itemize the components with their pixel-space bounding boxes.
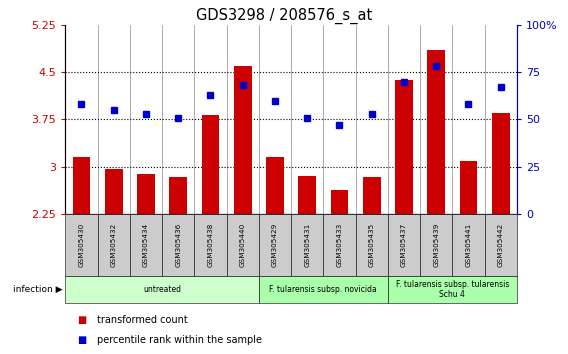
Text: percentile rank within the sample: percentile rank within the sample <box>97 335 261 345</box>
Text: ■: ■ <box>77 315 86 325</box>
Bar <box>298 176 316 214</box>
Text: GSM305437: GSM305437 <box>401 223 407 267</box>
Bar <box>266 157 284 214</box>
Text: GSM305433: GSM305433 <box>336 223 343 267</box>
Text: GSM305440: GSM305440 <box>240 223 246 267</box>
Bar <box>331 189 348 214</box>
Text: GSM305442: GSM305442 <box>498 223 504 267</box>
Text: F. tularensis subsp. tularensis
Schu 4: F. tularensis subsp. tularensis Schu 4 <box>396 280 509 299</box>
Text: GSM305432: GSM305432 <box>111 223 116 267</box>
Bar <box>73 157 90 214</box>
Bar <box>137 175 155 214</box>
Bar <box>395 80 413 214</box>
Text: GSM305438: GSM305438 <box>207 223 214 267</box>
Text: infection ▶: infection ▶ <box>13 285 62 294</box>
Text: GSM305434: GSM305434 <box>143 223 149 267</box>
Text: GSM305430: GSM305430 <box>78 223 85 267</box>
Bar <box>427 50 445 214</box>
Text: GSM305436: GSM305436 <box>175 223 181 267</box>
Text: untreated: untreated <box>143 285 181 294</box>
Bar <box>492 113 509 214</box>
Text: GDS3298 / 208576_s_at: GDS3298 / 208576_s_at <box>196 7 372 24</box>
Text: ■: ■ <box>77 335 86 345</box>
Text: GSM305441: GSM305441 <box>466 223 471 267</box>
Bar <box>202 115 219 214</box>
Bar <box>363 177 381 214</box>
Bar <box>169 177 187 214</box>
Text: GSM305431: GSM305431 <box>304 223 310 267</box>
Text: GSM305439: GSM305439 <box>433 223 439 267</box>
Text: F. tularensis subsp. novicida: F. tularensis subsp. novicida <box>269 285 377 294</box>
Text: GSM305429: GSM305429 <box>272 223 278 267</box>
Bar <box>460 160 477 214</box>
Bar <box>234 66 252 214</box>
Text: transformed count: transformed count <box>97 315 187 325</box>
Text: GSM305435: GSM305435 <box>369 223 375 267</box>
Bar <box>105 169 123 214</box>
